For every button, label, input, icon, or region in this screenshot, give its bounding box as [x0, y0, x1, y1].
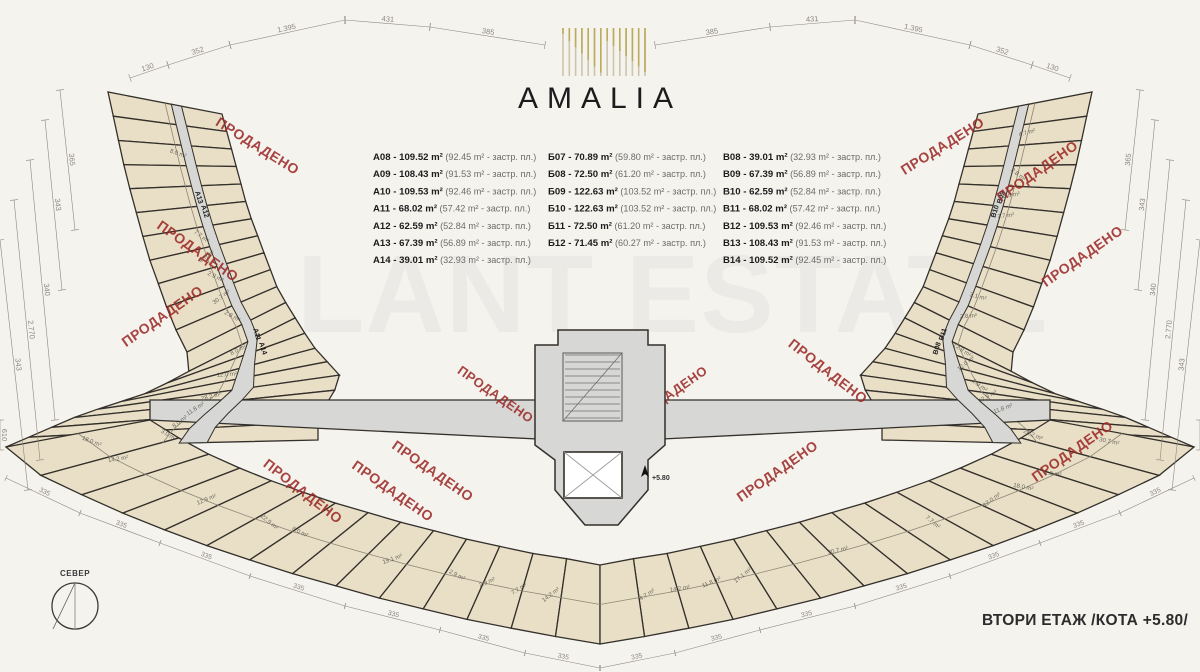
svg-text:A11 - 68.02 m² (57.42 m² - зас: A11 - 68.02 m² (57.42 m² - застр. пл.) [373, 204, 530, 215]
svg-text:340: 340 [42, 283, 52, 296]
svg-text:B10 - 62.59 m² (52.84 m² - зас: B10 - 62.59 m² (52.84 m² - застр. пл.) [723, 186, 881, 197]
svg-text:Б09 - 122.63 m² (103.52 m² - з: Б09 - 122.63 m² (103.52 m² - застр. пл.) [548, 186, 716, 197]
svg-text:343: 343 [13, 358, 23, 371]
svg-text:+5.80: +5.80 [652, 475, 670, 482]
svg-text:Б10 - 122.63 m² (103.52 m² - з: Б10 - 122.63 m² (103.52 m² - застр. пл.) [548, 204, 716, 215]
svg-text:343: 343 [53, 198, 63, 211]
svg-text:AMALIA: AMALIA [518, 82, 682, 115]
svg-text:B09 - 67.39 m² (56.89 m² - зас: B09 - 67.39 m² (56.89 m² - застр. пл.) [723, 169, 881, 180]
svg-text:A12 - 62.59 m² (52.84 m² - зас: A12 - 62.59 m² (52.84 m² - застр. пл.) [373, 221, 531, 232]
svg-text:385: 385 [481, 26, 495, 37]
svg-text:Б12 - 71.45 m² (60.27 m² - зас: Б12 - 71.45 m² (60.27 m² - застр. пл.) [548, 238, 706, 249]
svg-text:610: 610 [0, 429, 9, 442]
svg-text:343: 343 [1137, 198, 1147, 211]
svg-text:2.770: 2.770 [1163, 320, 1174, 340]
svg-text:A09 - 108.43 m² (91.53 m² - за: A09 - 108.43 m² (91.53 m² - застр. пл.) [373, 169, 536, 180]
svg-text:A13 - 67.39 m² (56.89 m² - зас: A13 - 67.39 m² (56.89 m² - застр. пл.) [373, 238, 531, 249]
svg-text:A14 - 39.01 m² (32.93 m² - зас: A14 - 39.01 m² (32.93 m² - застр. пл.) [373, 255, 531, 266]
svg-text:A10 - 109.53 m² (92.46 m² - за: A10 - 109.53 m² (92.46 m² - застр. пл.) [373, 186, 536, 197]
svg-text:B12 - 109.53 m² (92.46 m² - за: B12 - 109.53 m² (92.46 m² - застр. пл.) [723, 221, 886, 232]
svg-text:СЕВЕР: СЕВЕР [60, 569, 90, 578]
svg-text:365: 365 [1123, 153, 1133, 166]
svg-text:431: 431 [806, 14, 819, 24]
svg-text:Б07 - 70.89 m² (59.80 m² - зас: Б07 - 70.89 m² (59.80 m² - застр. пл.) [548, 152, 706, 163]
svg-text:B14 - 109.52 m² (92.45 m² - за: B14 - 109.52 m² (92.45 m² - застр. пл.) [723, 255, 886, 266]
svg-text:B13 - 108.43 m² (91.53 m² - за: B13 - 108.43 m² (91.53 m² - застр. пл.) [723, 238, 886, 249]
svg-text:B08 - 39.01 m² (32.93 m² - зас: B08 - 39.01 m² (32.93 m² - застр. пл.) [723, 152, 881, 163]
svg-text:343: 343 [1176, 358, 1186, 371]
svg-text:340: 340 [1148, 283, 1158, 296]
svg-text:365: 365 [67, 153, 77, 166]
svg-text:2.8 m²: 2.8 m² [960, 313, 977, 320]
svg-text:Б08 - 72.50 m² (61.20 m² - зас: Б08 - 72.50 m² (61.20 m² - застр. пл.) [548, 169, 706, 180]
svg-text:ВТОРИ ЕТАЖ /КОТА +5.80/: ВТОРИ ЕТАЖ /КОТА +5.80/ [982, 612, 1189, 629]
svg-text:B11 - 68.02 m² (57.42 m² - зас: B11 - 68.02 m² (57.42 m² - застр. пл.) [723, 204, 880, 215]
svg-text:Б11 - 72.50 m² (61.20 m² - зас: Б11 - 72.50 m² (61.20 m² - застр. пл.) [548, 221, 705, 232]
svg-text:2.770: 2.770 [26, 320, 37, 340]
svg-text:431: 431 [381, 14, 394, 24]
svg-text:385: 385 [705, 26, 719, 37]
svg-text:A08 - 109.52 m² (92.45 m² - за: A08 - 109.52 m² (92.45 m² - застр. пл.) [373, 152, 536, 163]
